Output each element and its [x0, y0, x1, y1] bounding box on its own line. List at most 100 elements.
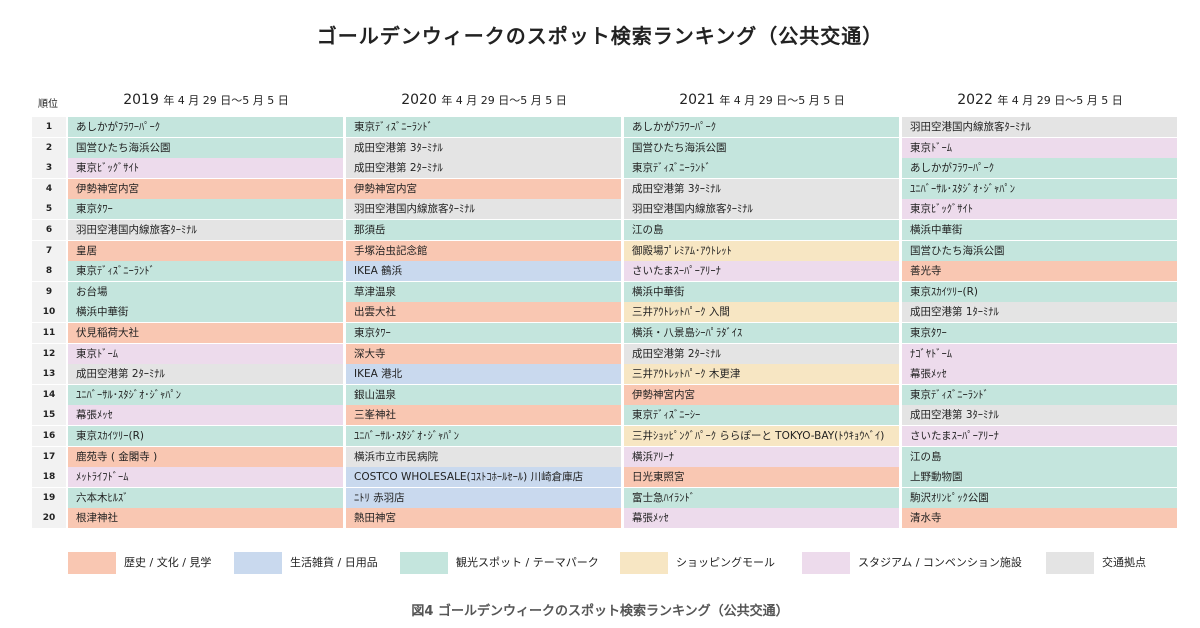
rank-cell: 12	[32, 343, 66, 364]
rank-cell: 18	[32, 467, 66, 488]
table-cell: 上野動物園	[902, 467, 1177, 488]
table-row: 2 国営ひたち海浜公園 成田空港第 3ﾀｰﾐﾅﾙ 国営ひたち海浜公園 東京ﾄﾞｰﾑ	[32, 137, 1178, 158]
column-period: 年 4 月 29 日〜5 月 5 日	[997, 94, 1123, 107]
table-row: 3 東京ﾋﾞｯｸﾞｻｲﾄ 成田空港第 2ﾀｰﾐﾅﾙ 東京ﾃﾞｨｽﾞﾆｰﾗﾝﾄﾞ あしかが…	[32, 158, 1178, 179]
column-header-2021: 2021 年 4 月 29 日〜5 月 5 日	[624, 92, 900, 108]
table-cell: 東京ﾀﾜｰ	[346, 323, 621, 343]
table-cell: 東京ﾃﾞｨｽﾞﾆｰﾗﾝﾄﾞ	[346, 117, 621, 137]
rank-cell: 2	[32, 137, 66, 158]
table-cell: 横浜中華街	[624, 281, 899, 302]
table-cell: 三井ｼｮｯﾋﾟﾝｸﾞﾊﾟｰｸ ららぽーと TOKYO-BAY(ﾄｳｷｮｳﾍﾞｲ)	[624, 426, 899, 446]
table-row: 19 六本木ﾋﾙｽﾞ ﾆﾄﾘ 赤羽店 富士急ﾊｲﾗﾝﾄﾞ 駒沢ｵﾘﾝﾋﾟｯｸ公園	[32, 487, 1178, 508]
rank-cell: 9	[32, 281, 66, 302]
table-row: 16 東京ｽｶｲﾂﾘｰ(R) ﾕﾆﾊﾞｰｻﾙ･ｽﾀｼﾞｵ･ｼﾞｬﾊﾟﾝ 三井ｼｮｯﾋﾟ…	[32, 426, 1178, 446]
column-header-2020: 2020 年 4 月 29 日〜5 月 5 日	[346, 92, 622, 108]
rank-cell: 4	[32, 178, 66, 199]
table-cell: 成田空港第 1ﾀｰﾐﾅﾙ	[902, 302, 1177, 323]
table-cell: ﾕﾆﾊﾞｰｻﾙ･ｽﾀｼﾞｵ･ｼﾞｬﾊﾟﾝ	[346, 426, 621, 446]
column-year: 2022	[957, 92, 998, 108]
table-cell: 羽田空港国内線旅客ﾀｰﾐﾅﾙ	[902, 117, 1177, 137]
legend-label: 交通拠点	[1102, 556, 1146, 569]
column-header-2022: 2022 年 4 月 29 日〜5 月 5 日	[902, 92, 1178, 108]
rank-cell: 13	[32, 364, 66, 385]
table-cell: ﾕﾆﾊﾞｰｻﾙ･ｽﾀｼﾞｵ･ｼﾞｬﾊﾟﾝ	[902, 178, 1177, 199]
rank-cell: 20	[32, 508, 66, 529]
column-year: 2019	[123, 92, 164, 108]
table-cell: 東京ｽｶｲﾂﾘｰ(R)	[902, 281, 1177, 302]
rank-cell: 15	[32, 405, 66, 426]
table-cell: ﾕﾆﾊﾞｰｻﾙ･ｽﾀｼﾞｵ･ｼﾞｬﾊﾟﾝ	[68, 384, 343, 405]
table-cell: さいたまｽｰﾊﾟｰｱﾘｰﾅ	[902, 426, 1177, 446]
column-period: 年 4 月 29 日〜5 月 5 日	[163, 94, 289, 107]
table-cell: 伏見稲荷大社	[68, 323, 343, 343]
rank-header: 順位	[38, 99, 58, 110]
table-cell: 清水寺	[902, 508, 1177, 529]
table-cell: 伊勢神宮内宮	[346, 178, 621, 199]
table-row: 1 あしかがﾌﾗﾜｰﾊﾟｰｸ 東京ﾃﾞｨｽﾞﾆｰﾗﾝﾄﾞ あしかがﾌﾗﾜｰﾊﾟｰｸ 羽田…	[32, 117, 1178, 137]
table-cell: 深大寺	[346, 343, 621, 364]
table-cell: 富士急ﾊｲﾗﾝﾄﾞ	[624, 487, 899, 508]
table-cell: 羽田空港国内線旅客ﾀｰﾐﾅﾙ	[624, 199, 899, 220]
table-cell: 江の島	[624, 220, 899, 240]
table-cell: 東京ﾃﾞｨｽﾞﾆｰｼｰ	[624, 405, 899, 426]
table-cell: 江の島	[902, 446, 1177, 467]
table-row: 17 鹿苑寺 ( 金閣寺 ) 横浜市立市民病院 横浜ｱﾘｰﾅ 江の島	[32, 446, 1178, 467]
table-cell: 成田空港第 3ﾀｰﾐﾅﾙ	[624, 178, 899, 199]
table-row: 12 東京ﾄﾞｰﾑ 深大寺 成田空港第 2ﾀｰﾐﾅﾙ ﾅｺﾞﾔﾄﾞｰﾑ	[32, 343, 1178, 364]
table-cell: 日光東照宮	[624, 467, 899, 488]
column-period: 年 4 月 29 日〜5 月 5 日	[441, 94, 567, 107]
table-row: 20 根津神社 熱田神宮 幕張ﾒｯｾ 清水寺	[32, 508, 1178, 529]
table-cell: 横浜ｱﾘｰﾅ	[624, 446, 899, 467]
rank-cell: 6	[32, 220, 66, 240]
table-cell: 国営ひたち海浜公園	[624, 137, 899, 158]
legend-swatch	[620, 552, 668, 574]
table-row: 14 ﾕﾆﾊﾞｰｻﾙ･ｽﾀｼﾞｵ･ｼﾞｬﾊﾟﾝ 銀山温泉 伊勢神宮内宮 東京ﾃﾞｨｽﾞﾆ…	[32, 384, 1178, 405]
table-cell: 御殿場ﾌﾟﾚﾐｱﾑ･ｱｳﾄﾚｯﾄ	[624, 240, 899, 261]
table-row: 15 幕張ﾒｯｾ 三峯神社 東京ﾃﾞｨｽﾞﾆｰｼｰ 成田空港第 3ﾀｰﾐﾅﾙ	[32, 405, 1178, 426]
table-cell: 東京ﾋﾞｯｸﾞｻｲﾄ	[68, 158, 343, 179]
table-cell: 三峯神社	[346, 405, 621, 426]
table-cell: 羽田空港国内線旅客ﾀｰﾐﾅﾙ	[346, 199, 621, 220]
legend-label: ショッピングモール	[676, 556, 775, 569]
table-cell: 伊勢神宮内宮	[624, 384, 899, 405]
table-cell: ﾅｺﾞﾔﾄﾞｰﾑ	[902, 343, 1177, 364]
rank-cell: 11	[32, 323, 66, 343]
table-cell: 東京ﾋﾞｯｸﾞｻｲﾄ	[902, 199, 1177, 220]
table-cell: 幕張ﾒｯｾ	[624, 508, 899, 529]
table-cell: 伊勢神宮内宮	[68, 178, 343, 199]
table-row: 9 お台場 草津温泉 横浜中華街 東京ｽｶｲﾂﾘｰ(R)	[32, 281, 1178, 302]
legend-swatch	[234, 552, 282, 574]
chart-title: ゴールデンウィークのスポット検索ランキング（公共交通）	[316, 24, 884, 48]
rank-cell: 19	[32, 487, 66, 508]
legend-swatch	[802, 552, 850, 574]
table-row: 5 東京ﾀﾜｰ 羽田空港国内線旅客ﾀｰﾐﾅﾙ 羽田空港国内線旅客ﾀｰﾐﾅﾙ 東京ﾋﾞｯｸ…	[32, 199, 1178, 220]
legend-label: スタジアム / コンベンション施設	[858, 556, 1022, 569]
table-cell: 横浜市立市民病院	[346, 446, 621, 467]
legend-label: 歴史 / 文化 / 見学	[124, 556, 212, 569]
table-cell: 成田空港第 3ﾀｰﾐﾅﾙ	[346, 137, 621, 158]
column-header-2019: 2019 年 4 月 29 日〜5 月 5 日	[68, 92, 344, 108]
legend-swatch	[1046, 552, 1094, 574]
table-cell: 成田空港第 2ﾀｰﾐﾅﾙ	[624, 343, 899, 364]
table-row: 4 伊勢神宮内宮 伊勢神宮内宮 成田空港第 3ﾀｰﾐﾅﾙ ﾕﾆﾊﾞｰｻﾙ･ｽﾀｼﾞｵ･ｼ…	[32, 178, 1178, 199]
table-cell: お台場	[68, 281, 343, 302]
rank-cell: 14	[32, 384, 66, 405]
rank-cell: 3	[32, 158, 66, 179]
table-cell: 横浜中華街	[902, 220, 1177, 240]
table-cell: 出雲大社	[346, 302, 621, 323]
table-cell: 国営ひたち海浜公園	[68, 137, 343, 158]
legend-swatch	[68, 552, 116, 574]
table-cell: 根津神社	[68, 508, 343, 529]
rank-cell: 7	[32, 240, 66, 261]
table-cell: 六本木ﾋﾙｽﾞ	[68, 487, 343, 508]
column-period: 年 4 月 29 日〜5 月 5 日	[719, 94, 845, 107]
rank-cell: 8	[32, 261, 66, 282]
table-row: 8 東京ﾃﾞｨｽﾞﾆｰﾗﾝﾄﾞ IKEA 鶴浜 さいたまｽｰﾊﾟｰｱﾘｰﾅ 善光寺	[32, 261, 1178, 282]
table-cell: IKEA 鶴浜	[346, 261, 621, 282]
table-cell: COSTCO WHOLESALE(ｺｽﾄｺﾎｰﾙｾｰﾙ) 川崎倉庫店	[346, 467, 621, 488]
table-cell: 東京ﾃﾞｨｽﾞﾆｰﾗﾝﾄﾞ	[68, 261, 343, 282]
legend: 歴史 / 文化 / 見学 生活雑貨 / 日用品 観光スポット / テーマパーク ショッ…	[0, 552, 1200, 574]
table-cell: 東京ﾀﾜｰ	[902, 323, 1177, 343]
table-cell: 東京ｽｶｲﾂﾘｰ(R)	[68, 426, 343, 446]
table-cell: 駒沢ｵﾘﾝﾋﾟｯｸ公園	[902, 487, 1177, 508]
